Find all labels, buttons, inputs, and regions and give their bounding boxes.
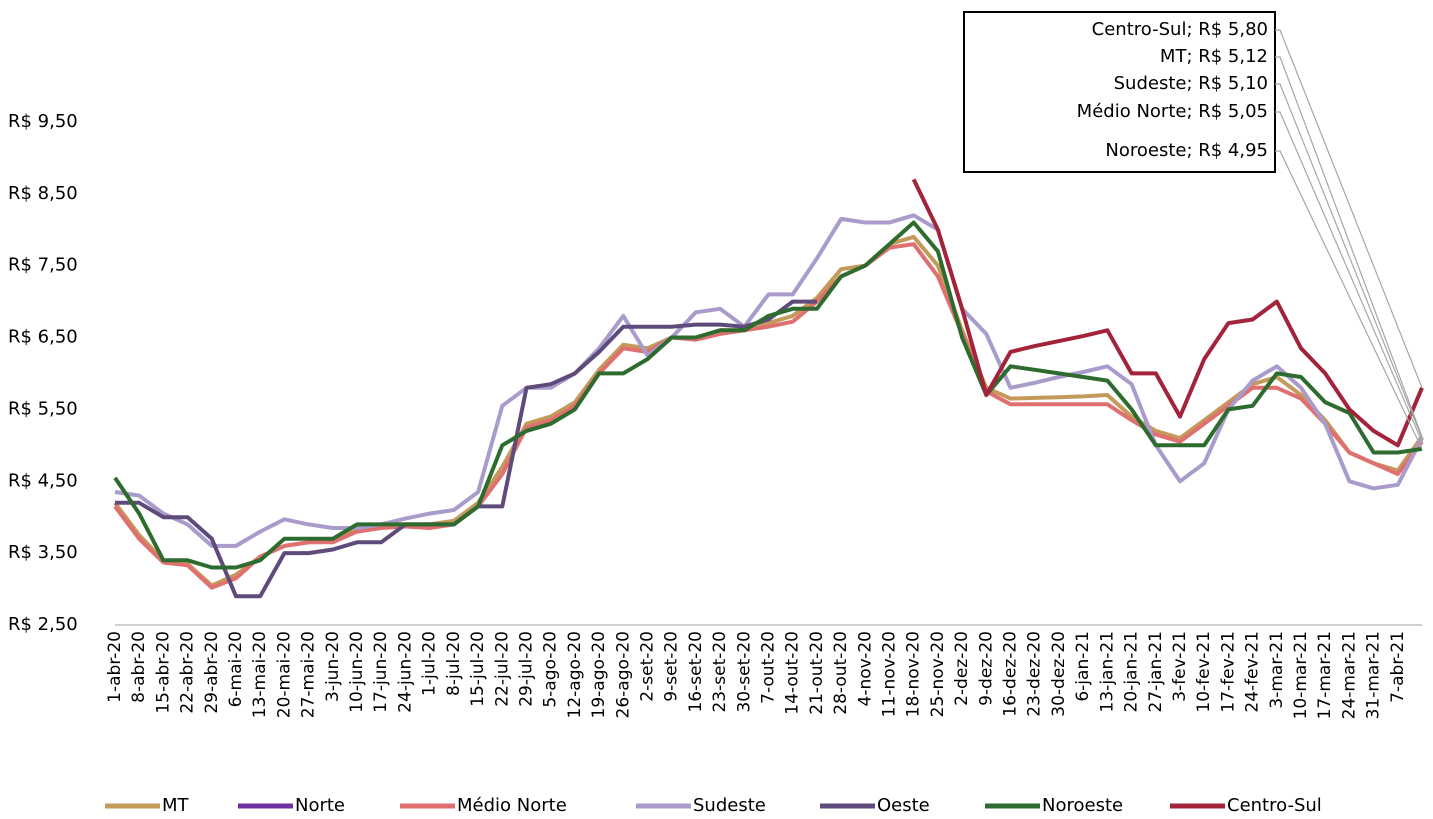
annotation: Centro-Sul; R$ 5,80: [1092, 19, 1268, 40]
legend-label: Médio Norte: [457, 795, 567, 816]
x-tick-label: 3-mar-21: [1267, 631, 1287, 709]
annotation: Médio Norte; R$ 5,05: [1077, 101, 1268, 122]
x-tick-label: 22-jul-20: [492, 631, 512, 707]
x-tick-label: 15-jul-20: [468, 631, 488, 707]
x-tick-label: 13-jan-21: [1097, 631, 1117, 712]
x-tick-label: 28-out-20: [831, 631, 851, 715]
x-tick-label: 21-out-20: [807, 631, 827, 715]
x-tick-label: 16-set-20: [686, 631, 706, 713]
x-tick-label: 11-nov-20: [880, 631, 900, 717]
series-line: [113, 242, 1424, 590]
x-tick-label: 30-set-20: [734, 631, 754, 713]
leader-line: [1275, 29, 1423, 389]
y-tick-label: R$ 5,50: [8, 398, 78, 419]
leader-line: [1275, 150, 1423, 450]
x-tick-label: 9-dez-20: [976, 631, 996, 706]
x-tick-label: 23-dez-20: [1025, 631, 1045, 717]
x-tick-label: 4-nov-20: [855, 631, 875, 707]
x-tick-label: 15-abr-20: [153, 631, 173, 714]
x-tick-label: 18-nov-20: [904, 631, 924, 717]
x-tick-label: 17-mar-21: [1315, 631, 1335, 719]
x-tick-label: 6-mai-20: [226, 631, 246, 707]
x-tick-label: 27-jan-21: [1146, 631, 1166, 712]
series-line: [113, 220, 1423, 570]
x-tick-label: 7-abr-21: [1388, 631, 1408, 703]
legend-label: Noroeste: [1042, 795, 1123, 816]
annotation: Noroeste; R$ 4,95: [1105, 140, 1268, 161]
x-tick-label: 8-abr-20: [129, 631, 149, 703]
x-tick-label: 1-abr-20: [105, 631, 125, 703]
x-tick-label: 16-dez-20: [1001, 631, 1021, 717]
x-tick-label: 30-dez-20: [1049, 631, 1069, 717]
y-tick-label: R$ 7,50: [8, 255, 78, 276]
x-tick-label: 1-jul-20: [420, 631, 440, 696]
legend-label: Norte: [295, 795, 345, 816]
x-tick-label: 17-fev-21: [1218, 631, 1238, 713]
x-tick-label: 29-jul-20: [516, 631, 536, 707]
x-tick-label: 25-nov-20: [928, 631, 948, 717]
legend-label: MT: [162, 795, 190, 816]
x-tick-label: 20-jan-21: [1122, 631, 1142, 712]
annotation-box: [963, 11, 1276, 173]
x-tick-label: 22-abr-20: [178, 631, 198, 714]
x-tick-label: 31-mar-21: [1364, 631, 1384, 719]
y-tick-label: R$ 9,50: [8, 111, 78, 132]
y-tick-label: R$ 2,50: [8, 614, 78, 635]
x-tick-label: 9-set-20: [662, 631, 682, 702]
x-tick-label: 2-dez-20: [952, 631, 972, 706]
x-tick-label: 10-mar-21: [1291, 631, 1311, 719]
x-tick-label: 10-fev-21: [1194, 631, 1214, 713]
x-tick-label: 12-ago-20: [565, 631, 585, 718]
x-tick-label: 5-ago-20: [541, 631, 561, 708]
x-tick-label: 14-out-20: [783, 631, 803, 715]
legend-label: Oeste: [877, 795, 930, 816]
x-tick-label: 29-abr-20: [202, 631, 222, 714]
y-tick-label: R$ 8,50: [8, 183, 78, 204]
leader-line: [1275, 56, 1423, 437]
x-tick-label: 24-mar-21: [1339, 631, 1359, 719]
series-line: [911, 178, 1424, 448]
x-tick-label: 13-mai-20: [250, 631, 270, 718]
annotation: MT; R$ 5,12: [1160, 46, 1268, 67]
series-line: [114, 213, 1424, 548]
series-line: [115, 299, 817, 599]
x-tick-label: 17-jun-20: [371, 631, 391, 713]
x-tick-label: 23-set-20: [710, 631, 730, 713]
y-tick-label: R$ 4,50: [8, 470, 78, 491]
x-tick-label: 26-ago-20: [613, 631, 633, 718]
y-tick-label: R$ 3,50: [8, 542, 78, 563]
x-tick-label: 10-jun-20: [347, 631, 367, 713]
x-tick-label: 24-jun-20: [395, 631, 415, 713]
legend-label: Centro-Sul: [1227, 795, 1322, 816]
x-tick-label: 8-jul-20: [444, 631, 464, 696]
y-tick-label: R$ 6,50: [8, 327, 78, 348]
annotation: Sudeste; R$ 5,10: [1114, 73, 1268, 94]
legend-label: Sudeste: [693, 795, 766, 816]
x-tick-label: 2-set-20: [637, 631, 657, 702]
x-tick-label: 3-fev-21: [1170, 631, 1190, 702]
leader-line: [1275, 83, 1423, 439]
x-tick-label: 6-jan-21: [1073, 631, 1093, 702]
x-tick-label: 27-mai-20: [299, 631, 319, 718]
x-tick-label: 7-out-20: [759, 631, 779, 704]
leader-line: [1275, 111, 1423, 442]
x-tick-label: 3-jun-20: [323, 631, 343, 702]
x-tick-label: 19-ago-20: [589, 631, 609, 718]
x-tick-label: 24-fev-21: [1243, 631, 1263, 713]
x-tick-label: 20-mai-20: [274, 631, 294, 718]
